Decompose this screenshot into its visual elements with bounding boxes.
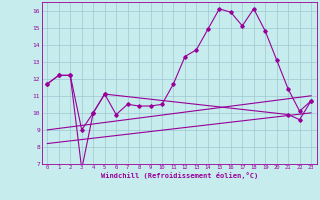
X-axis label: Windchill (Refroidissement éolien,°C): Windchill (Refroidissement éolien,°C) [100, 172, 258, 179]
